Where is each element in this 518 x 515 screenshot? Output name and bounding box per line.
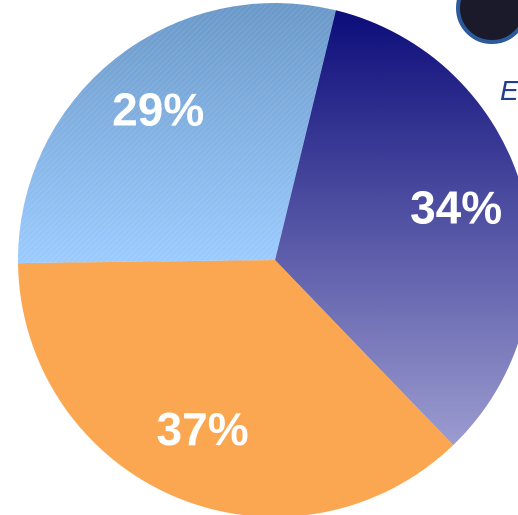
pie-slice <box>275 10 518 446</box>
value-label: 37% <box>157 403 249 455</box>
annotation: E <box>500 75 518 106</box>
slice-hatch <box>18 3 336 264</box>
value-label: 29% <box>112 83 204 135</box>
avatar <box>456 0 518 44</box>
pie-slice <box>18 260 454 515</box>
value-label: 34% <box>410 181 502 233</box>
